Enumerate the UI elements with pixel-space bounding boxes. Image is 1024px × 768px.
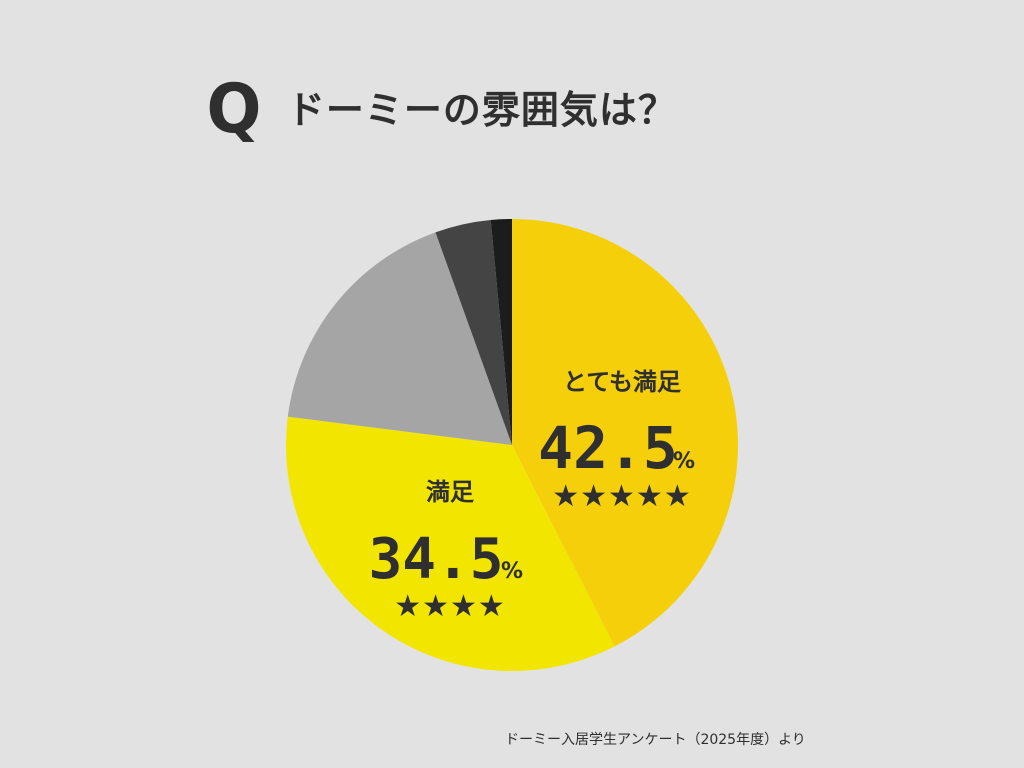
slice-stars-0: ★★★★★ [552, 479, 691, 514]
slice-label-0: とても満足 [563, 368, 681, 396]
slice-percent-0: 42.5 [538, 414, 678, 482]
pie-slice-2 [287, 232, 512, 445]
source-note: ドーミー入居学生アンケート（2025年度）より [505, 732, 806, 748]
slice-percent-1: 34.5 [369, 527, 504, 592]
question-mark-letter: Q [206, 70, 262, 149]
slice-percent-unit-0: % [673, 449, 695, 474]
question-header: Q ドーミーの雰囲気は？ [205, 76, 677, 144]
pie-slices [285, 219, 739, 672]
slice-label-1: 満足 [426, 478, 474, 506]
pie-slice-3 [435, 220, 512, 445]
pie-labels: とても満足 42.5% ★★★★★ 満足 34.5% ★★★★ [369, 368, 695, 624]
pie-slice-1 [285, 416, 615, 672]
pie-slice-4 [490, 219, 512, 445]
slice-stars-1: ★★★★ [394, 589, 506, 624]
slice-percent-unit-1: % [501, 559, 523, 584]
question-title: ドーミーの雰囲気は？ [286, 88, 677, 132]
pie-slice-0 [512, 219, 739, 647]
